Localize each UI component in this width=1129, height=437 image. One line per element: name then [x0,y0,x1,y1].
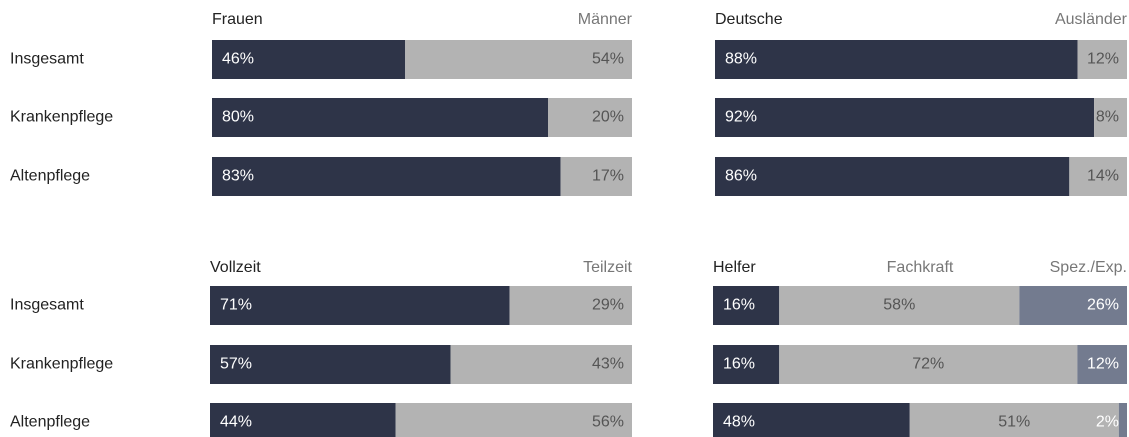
bar-segment [1077,345,1127,384]
value-label: 46% [222,51,254,68]
value-label: 57% [220,356,252,373]
bar-segment [713,403,910,437]
value-label: 2% [1096,414,1119,431]
value-label: 20% [592,109,624,126]
bar-segment [715,40,1078,79]
series-header: Helfer [713,259,756,276]
value-label: 71% [220,297,252,314]
value-label: 43% [592,356,624,373]
bar-segment [1094,98,1127,137]
row-label: Krankenpflege [10,109,113,126]
bar-segment [548,98,632,137]
value-label: 17% [592,168,624,185]
value-label: 26% [1087,297,1119,314]
bar-segment [450,345,632,384]
value-label: 12% [1087,51,1119,68]
bar-segment [779,345,1078,384]
series-header: Ausländer [1055,11,1128,28]
row-label: Insgesamt [10,51,84,68]
bar-segment [212,157,561,196]
row-label: Insgesamt [10,297,84,314]
row-label: Altenpflege [10,414,90,431]
value-label: 86% [725,168,757,185]
series-header: Männer [578,11,633,28]
series-header: Vollzeit [210,259,261,276]
bar-segment [210,345,451,384]
bar-segment [395,403,632,437]
value-label: 14% [1087,168,1119,185]
value-label: 44% [220,414,252,431]
value-label: 16% [723,356,755,373]
bar-segment [715,98,1095,137]
value-label: 48% [723,414,755,431]
series-header: Fachkraft [887,259,954,276]
bar-segment [713,345,780,384]
bar-segment [212,40,406,79]
bar-segment [1077,40,1127,79]
bar-segment [509,286,632,325]
bar-segment [560,157,632,196]
value-label: 56% [592,414,624,431]
series-header: Deutsche [715,11,783,28]
bar-segment [779,286,1020,325]
bar-segment [713,286,780,325]
bar-segment [1069,157,1127,196]
value-label: 54% [592,51,624,68]
value-label: 8% [1096,109,1119,126]
value-label: 12% [1087,356,1119,373]
series-header: Spez./Exp. [1050,259,1127,276]
value-label: 80% [222,109,254,126]
bar-segment [210,286,510,325]
series-header: Frauen [212,11,263,28]
value-label: 16% [723,297,755,314]
bar-segment [715,157,1070,196]
value-label: 29% [592,297,624,314]
value-label: 72% [912,356,944,373]
row-label: Krankenpflege [10,356,113,373]
bar-segment [210,403,396,437]
bar-segment [212,98,548,137]
value-label: 88% [725,51,757,68]
value-label: 92% [725,109,757,126]
series-header: Teilzeit [583,259,632,276]
bar-segment [909,403,1119,437]
bar-segment [1118,403,1127,437]
bar-segment [1019,286,1127,325]
value-label: 83% [222,168,254,185]
bar-segment [405,40,632,79]
value-label: 51% [998,414,1030,431]
value-label: 58% [883,297,915,314]
row-label: Altenpflege [10,168,90,185]
